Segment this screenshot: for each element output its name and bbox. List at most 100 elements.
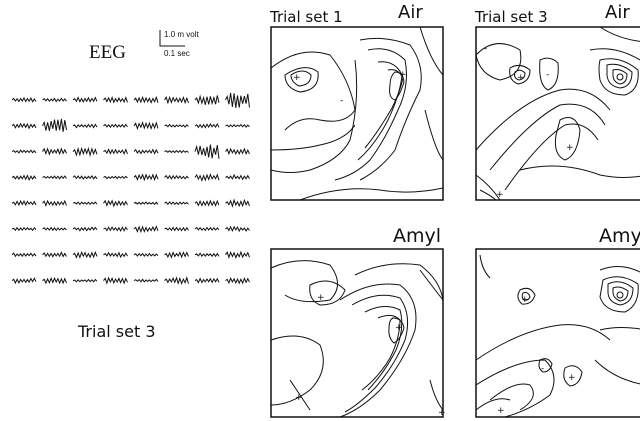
eeg-trace: [194, 199, 220, 207]
eeg-trace: [133, 252, 159, 258]
eeg-trace: [225, 250, 250, 259]
eeg-trace: [164, 174, 189, 180]
eeg-trace: [103, 276, 128, 285]
panel-1-title: Trial set 1: [270, 8, 343, 26]
eeg-trace: [194, 144, 220, 159]
eeg-trace: [11, 149, 37, 154]
eeg-trace: [72, 174, 98, 180]
contour-map-trial3-amyl-left: [270, 260, 444, 418]
eeg-trace: [194, 277, 220, 284]
eeg-trace: [103, 148, 128, 156]
contour-minus-marker: -: [546, 70, 549, 80]
eeg-trace: [164, 276, 189, 285]
eeg-trace: [194, 252, 220, 258]
eeg-trace: [72, 250, 98, 259]
contour-plus-marker: +: [566, 143, 574, 153]
eeg-trace: [225, 277, 250, 285]
eeg-trace: [164, 251, 189, 259]
eeg-trace: [42, 251, 67, 258]
eeg-trace: [42, 147, 67, 156]
eeg-trace: [194, 122, 220, 129]
contour-panel-frame: [475, 248, 640, 418]
eeg-trace: [133, 225, 159, 234]
eeg-trace: [133, 95, 159, 104]
eeg-trace: [42, 118, 67, 132]
eeg-trace: [42, 97, 67, 103]
contour-panel-frame: [270, 248, 444, 418]
contour-plus-marker: +: [399, 70, 407, 80]
eeg-trace: [164, 95, 189, 105]
contour-panel-frame: [475, 26, 640, 201]
eeg-trace: [133, 148, 159, 155]
eeg-trace: [225, 173, 250, 181]
eeg-trace-grid: [11, 92, 250, 285]
eeg-title: EEG: [89, 42, 126, 63]
contour-plus-marker: +: [438, 408, 446, 418]
eeg-trace: [11, 199, 37, 207]
panel-2-title: Trial set 3: [475, 8, 548, 26]
contour-plus-marker: +: [295, 393, 303, 403]
panel-2-condition: Air: [605, 2, 630, 23]
eeg-trace: [72, 146, 98, 157]
eeg-trial-set-label: Trial set 3: [78, 322, 156, 341]
contour-plus-marker: +: [395, 323, 403, 333]
eeg-trace: [72, 278, 98, 283]
eeg-trace: [194, 226, 220, 232]
eeg-trace: [225, 147, 250, 156]
eeg-trace: [103, 96, 128, 104]
panel-1-condition: Air: [398, 2, 423, 23]
eeg-trace: [42, 199, 67, 207]
eeg-trace: [194, 94, 220, 106]
contour-map-trial3-amyl-right: [475, 254, 640, 418]
scale-bar: [159, 30, 185, 47]
eeg-trace: [133, 278, 159, 283]
contour-minus-marker: -: [340, 96, 343, 106]
eeg-trace: [103, 199, 128, 208]
time-scale-label: 0.1 sec: [164, 49, 190, 58]
eeg-trace: [194, 173, 220, 182]
eeg-trace: [72, 123, 98, 129]
eeg-trace: [225, 123, 250, 128]
eeg-trace: [133, 173, 159, 182]
eeg-trace: [225, 225, 250, 233]
contour-minus-marker: -: [484, 44, 487, 54]
eeg-trace: [103, 123, 128, 129]
contour-plus-marker: +: [496, 190, 504, 200]
eeg-trace: [103, 175, 128, 180]
contour-plus-marker: +: [517, 73, 525, 83]
eeg-trace: [225, 198, 250, 208]
eeg-trace: [11, 174, 37, 182]
eeg-trace: [72, 201, 98, 206]
eeg-trace: [133, 201, 159, 206]
eeg-trace: [133, 121, 159, 131]
eeg-trace: [164, 201, 189, 206]
eeg-trace: [103, 226, 128, 232]
eeg-trace: [103, 251, 128, 259]
eeg-trace: [164, 123, 189, 128]
eeg-trace: [11, 122, 37, 130]
contour-plus-marker: +: [568, 373, 576, 383]
eeg-trace: [164, 149, 189, 154]
contour-plus-marker: +: [317, 293, 325, 303]
contour-map-trial1-air: [270, 26, 444, 201]
contour-minus-marker: -: [541, 364, 544, 374]
eeg-trace: [11, 96, 37, 103]
panel-4-condition: Amyl: [599, 225, 640, 247]
eeg-trace: [42, 226, 67, 232]
contour-map-trial3-air: [475, 26, 640, 201]
contour-panel-frame: [270, 26, 444, 201]
eeg-trace: [72, 226, 98, 232]
eeg-trace: [11, 277, 37, 285]
eeg-trace: [72, 96, 98, 103]
eeg-trace: [42, 175, 67, 180]
contour-plus-marker: +: [521, 295, 529, 305]
panel-3-condition: Amyl: [393, 225, 442, 247]
eeg-trace: [164, 226, 189, 232]
eeg-trace: [225, 92, 250, 108]
eeg-trace: [42, 276, 67, 285]
contour-plus-marker: +: [293, 73, 301, 83]
eeg-trace: [11, 252, 37, 258]
voltage-scale-label: 1.0 m volt: [164, 30, 199, 39]
contour-plus-marker: +: [497, 406, 505, 416]
